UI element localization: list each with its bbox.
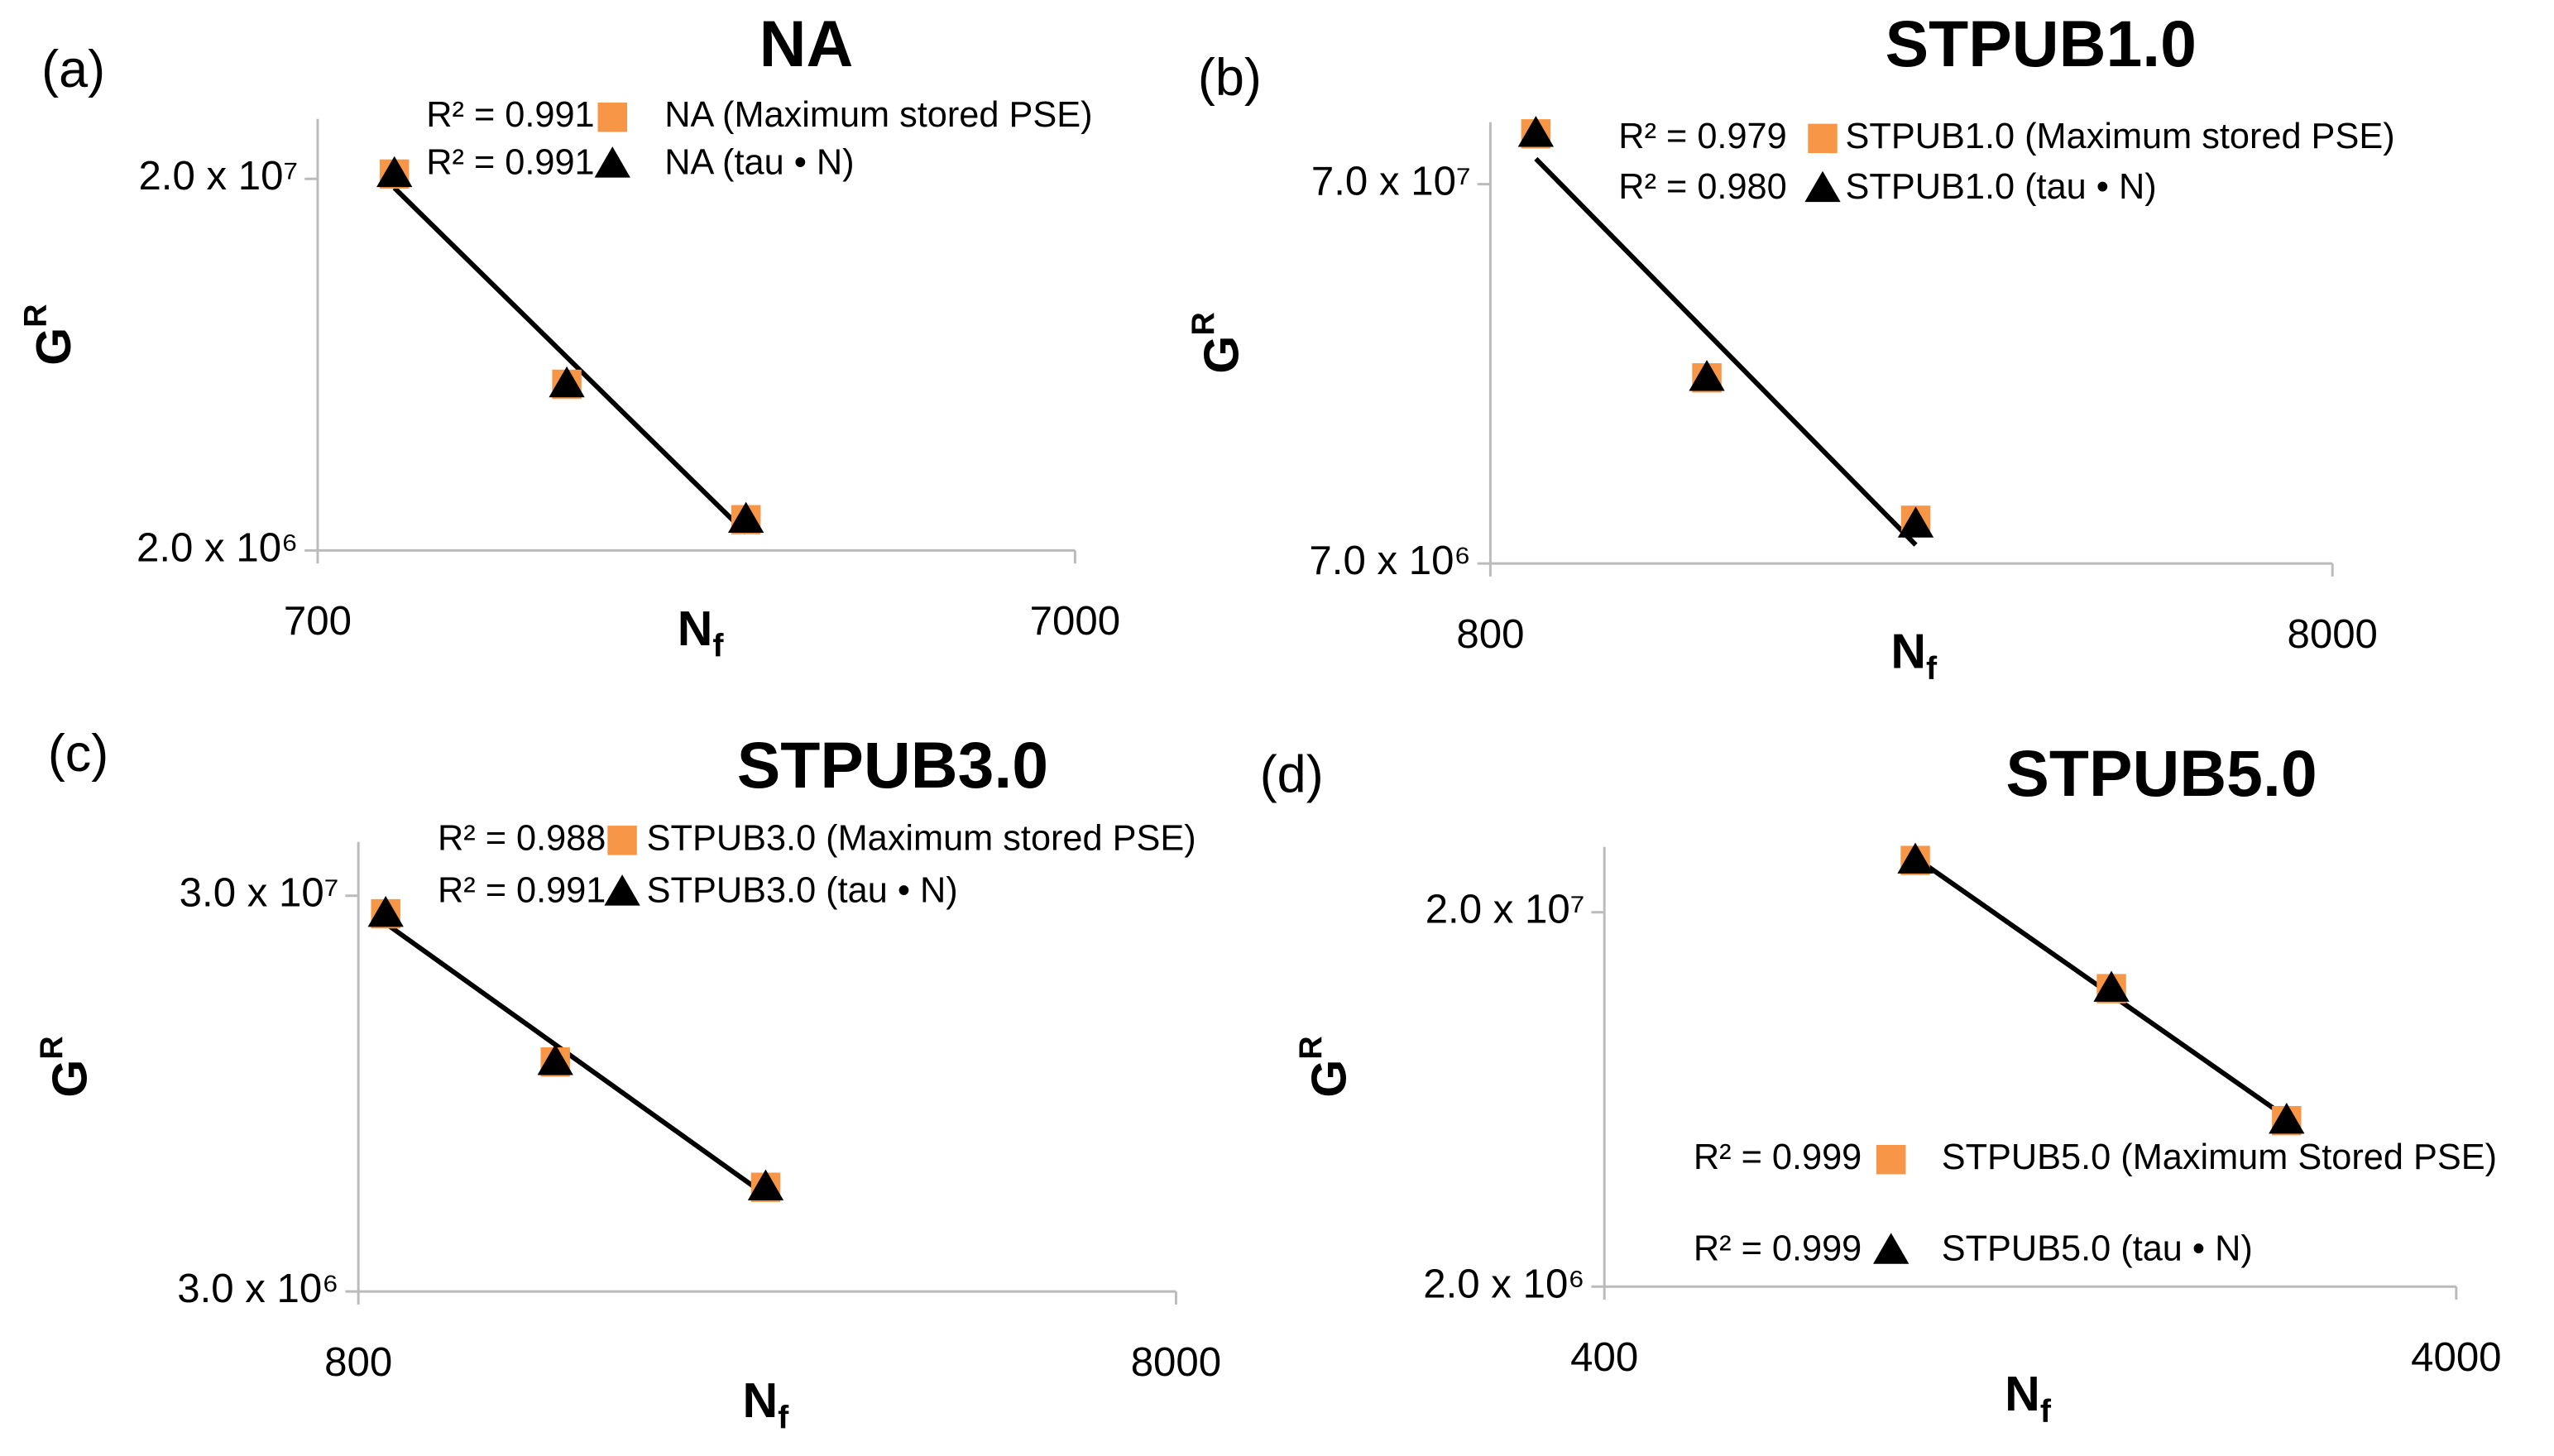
legend-marker [1876, 1144, 1906, 1175]
point [1897, 506, 1934, 538]
x-axis-label-main: N [742, 1373, 778, 1428]
legend-r2: R² = 0.988 [438, 818, 606, 858]
trendline [1534, 156, 1918, 547]
x-tick-label: 7000 [1030, 598, 1120, 644]
panel-label: (c) [48, 725, 108, 783]
legend-r2: R² = 0.979 [1618, 117, 1786, 156]
y-axis-label-main: G [26, 328, 81, 366]
y-tick-label: 2.0 x 10⁶ [1423, 1261, 1584, 1306]
y-axis-label-main: G [1301, 1060, 1356, 1098]
legend-marker [1804, 170, 1841, 203]
y-tick-label: 3.0 x 10⁶ [177, 1266, 338, 1311]
chart-title: STPUB1.0 [1886, 7, 2197, 80]
y-axis-label: GR [1292, 1036, 1356, 1097]
y-tick-label: 7.0 x 10⁶ [1309, 538, 1470, 583]
x-axis-label-sub: f [712, 628, 724, 664]
legend-entry: STPUB5.0 (Maximum Stored PSE) [1942, 1138, 2497, 1177]
x-tick-label: 8000 [2287, 611, 2377, 657]
x-axis-label: Nf [678, 601, 725, 663]
trendline [384, 921, 768, 1197]
point [1897, 842, 1933, 874]
point [2093, 970, 2130, 1002]
x-axis-label: Nf [2005, 1367, 2052, 1430]
legend-marker [1873, 1233, 1910, 1264]
point [1517, 116, 1555, 147]
legend-entry: NA (Maximum stored PSE) [664, 95, 1092, 135]
legend-marker [607, 826, 637, 855]
legend-entry: STPUB3.0 (tau • N) [647, 870, 958, 910]
legend-entry: STPUB1.0 (tau • N) [1846, 167, 2157, 207]
point [367, 895, 404, 927]
point [727, 501, 764, 533]
point [537, 1044, 573, 1075]
panel-label: (d) [1260, 746, 1324, 804]
x-axis-label-main: N [1890, 624, 1926, 678]
legend-marker [1808, 123, 1838, 154]
x-axis-label-main: N [678, 601, 713, 655]
legend-r2: R² = 0.980 [1618, 167, 1786, 207]
y-axis-label-sup: R [1292, 1036, 1329, 1059]
legend-marker [597, 103, 627, 132]
x-axis-label-sub: f [2040, 1393, 2052, 1430]
legend-r2: R² = 0.999 [1694, 1228, 1862, 1268]
x-axis-label: Nf [742, 1373, 789, 1436]
x-tick-label: 4000 [2411, 1334, 2501, 1380]
y-tick-label: 7.0 x 10⁷ [1311, 159, 1471, 204]
y-tick-label: 2.0 x 10⁷ [1426, 887, 1585, 932]
legend-entry: STPUB5.0 (tau • N) [1942, 1228, 2253, 1268]
legend-marker [604, 874, 640, 906]
y-axis-label: GR [33, 1036, 97, 1097]
x-axis-label: Nf [1890, 624, 1938, 687]
x-axis-label-sub: f [1926, 651, 1938, 687]
y-axis-label-sup: R [33, 1036, 69, 1059]
legend-entry: NA (tau • N) [664, 142, 854, 182]
legend-r2: R² = 0.991 [438, 870, 606, 910]
point [376, 156, 413, 188]
y-axis-label-sup: R [17, 304, 54, 327]
y-tick-label: 2.0 x 10⁷ [138, 153, 298, 199]
panel-label: (b) [1198, 49, 1262, 107]
legend-r2: R² = 0.999 [1694, 1138, 1862, 1177]
chart-title: STPUB5.0 [2005, 737, 2317, 810]
legend-entry: STPUB3.0 (Maximum stored PSE) [647, 818, 1196, 858]
y-axis-label: GR [17, 304, 81, 365]
point [747, 1169, 784, 1200]
panel-label: (a) [41, 41, 105, 98]
y-axis-label: GR [1185, 312, 1248, 373]
chart-title: NA [759, 7, 854, 80]
point [1689, 360, 1725, 391]
x-axis-label-sub: f [778, 1400, 789, 1436]
x-axis-label-main: N [2005, 1367, 2040, 1421]
chart-title: STPUB3.0 [737, 729, 1048, 802]
point [549, 366, 585, 398]
legend-r2: R² = 0.991 [426, 95, 594, 135]
trendline [392, 186, 748, 535]
y-axis-label-main: G [42, 1060, 97, 1098]
point [2269, 1103, 2305, 1134]
y-axis-label-main: G [1194, 336, 1248, 374]
x-tick-label: 800 [1456, 611, 1524, 657]
y-axis-label-sup: R [1185, 312, 1221, 335]
legend-r2: R² = 0.991 [426, 142, 594, 182]
x-tick-label: 400 [1570, 1334, 1638, 1380]
y-tick-label: 3.0 x 10⁷ [180, 870, 339, 916]
x-tick-label: 700 [284, 598, 352, 644]
x-tick-label: 8000 [1131, 1339, 1221, 1385]
x-tick-label: 800 [324, 1339, 392, 1385]
legend-entry: STPUB1.0 (Maximum stored PSE) [1846, 117, 2395, 156]
y-tick-label: 2.0 x 10⁶ [137, 524, 298, 570]
legend-marker [594, 146, 630, 178]
